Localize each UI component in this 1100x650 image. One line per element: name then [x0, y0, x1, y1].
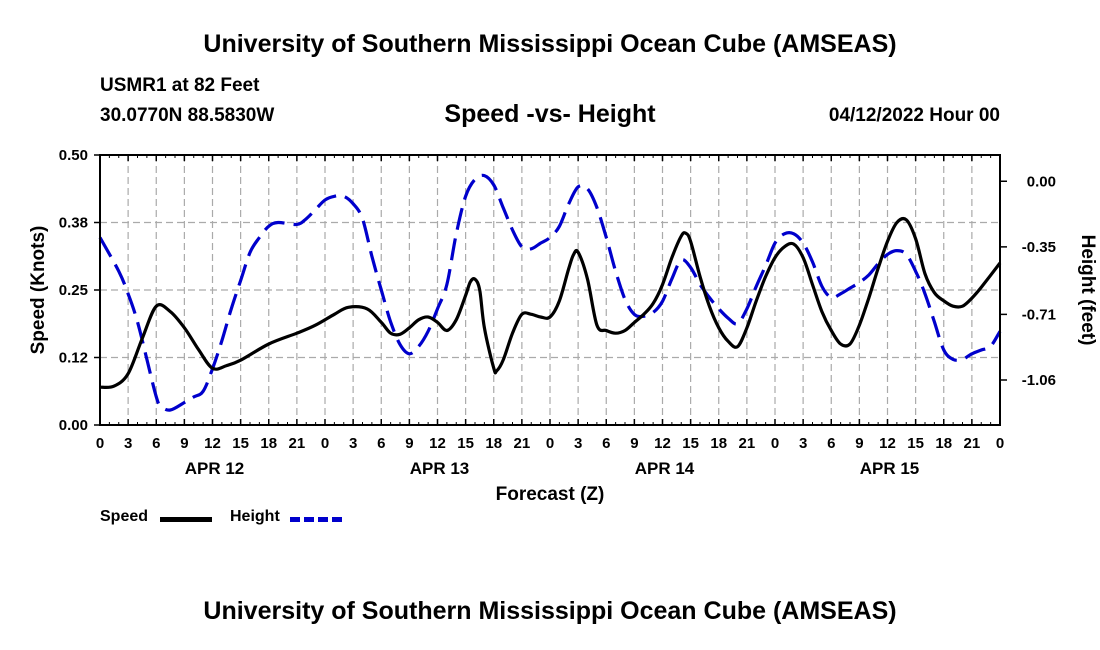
x-tick-label: 3	[799, 435, 807, 452]
x-tick-label: 15	[682, 435, 699, 452]
x-tick-label: 6	[377, 435, 385, 452]
x-tick-label: 21	[514, 435, 531, 452]
y-axis-title: Speed (Knots)	[28, 226, 49, 355]
x-tick-label: 15	[457, 435, 474, 452]
x-tick-label: 6	[827, 435, 835, 452]
legend-height-swatch	[290, 517, 342, 522]
x-tick-label: 18	[710, 435, 727, 452]
forecast-datetime: 04/12/2022 Hour 00	[828, 105, 1000, 126]
grid	[100, 155, 1000, 425]
y2-tick-label: -0.71	[1022, 306, 1056, 323]
legend-height-label: Height	[230, 508, 280, 525]
x-tick-label: 6	[152, 435, 160, 452]
legend-speed-swatch	[160, 517, 212, 522]
y-tick-label: 0.12	[59, 350, 88, 367]
y-tick-label: 0.38	[59, 215, 88, 232]
footer-title: University of Southern Mississippi Ocean…	[203, 597, 897, 625]
y-tick-label: 0.50	[59, 147, 88, 164]
x-tick-label: 12	[654, 435, 671, 452]
x-tick-label: 9	[180, 435, 188, 452]
y-tick-label: 0.00	[59, 417, 88, 434]
x-tick-label: 0	[771, 435, 779, 452]
height-series-line	[98, 173, 1002, 412]
date-label: APR 15	[860, 459, 920, 478]
date-label: APR 13	[410, 459, 470, 478]
x-tick-label: 12	[879, 435, 896, 452]
y2-tick-label: 0.00	[1027, 173, 1056, 190]
x-tick-label: 21	[964, 435, 981, 452]
series-layer	[98, 173, 1002, 412]
x-tick-label: 21	[739, 435, 756, 452]
axes: 0 3 6 9 12 15 18 21 0 3 6 9 12 15 18 21 0 3 6 9 12 15 18 21 0 3 6 9…	[59, 147, 1056, 478]
date-label: APR 14	[635, 459, 695, 478]
x-tick-label: 18	[485, 435, 502, 452]
y2-tick-label: -1.06	[1022, 372, 1056, 389]
x-tick-label: 3	[574, 435, 582, 452]
speed-series-line	[99, 216, 1002, 390]
page-title: University of Southern Mississippi Ocean…	[203, 30, 897, 58]
x-tick-label: 3	[349, 435, 357, 452]
station-coordinates: 30.0770N 88.5830W	[100, 105, 275, 126]
x-tick-label: 0	[546, 435, 554, 452]
y2-tick-label: -0.35	[1022, 239, 1056, 256]
x-tick-label: 18	[935, 435, 952, 452]
x-tick-label: 12	[429, 435, 446, 452]
x-tick-label: 21	[289, 435, 306, 452]
station-label: USMR1 at 82 Feet	[100, 75, 260, 96]
x-axis-title: Forecast (Z)	[496, 484, 605, 505]
x-tick-label: 9	[405, 435, 413, 452]
x-tick-label: 9	[630, 435, 638, 452]
chart-subtitle: Speed -vs- Height	[444, 100, 656, 128]
x-tick-label: 0	[996, 435, 1004, 452]
x-tick-label: 15	[232, 435, 249, 452]
legend-speed-label: Speed	[100, 508, 149, 525]
x-tick-label: 12	[204, 435, 221, 452]
date-label: APR 12	[185, 459, 245, 478]
x-tick-label: 0	[321, 435, 329, 452]
x-tick-label: 3	[124, 435, 132, 452]
x-tick-label: 18	[260, 435, 277, 452]
x-tick-label: 9	[855, 435, 863, 452]
x-tick-label: 6	[602, 435, 610, 452]
y2-axis-title: Height (feet)	[1077, 235, 1098, 346]
y-tick-label: 0.25	[59, 282, 88, 299]
x-tick-label: 0	[96, 435, 104, 452]
x-tick-label: 15	[907, 435, 924, 452]
